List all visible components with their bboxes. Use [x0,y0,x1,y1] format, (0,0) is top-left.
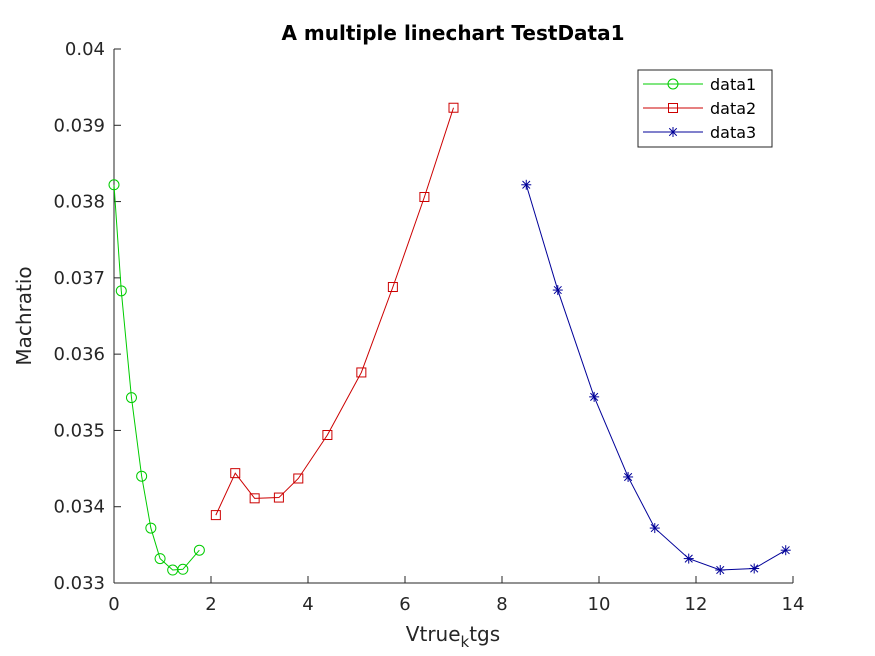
data-point-asterisk [749,563,760,574]
y-ticks: 0.033 0.034 0.035 0.036 0.037 0.038 0.039 0.04 [53,39,121,594]
legend-label: data3 [710,123,756,142]
chart-title: A multiple linechart TestData1 [281,21,624,45]
data-point-circle [145,522,157,534]
legend-item-data2: data2 [643,99,756,118]
data-point-asterisk [668,127,678,137]
y-axis-title: Machratio [12,266,36,365]
x-tick-label: 10 [588,594,611,615]
data-point-circle [108,179,120,191]
data-point-square [230,468,241,479]
series-line [215,107,454,516]
y-tick-label: 0.036 [53,344,105,365]
data-point-asterisk [552,285,563,296]
data-point-asterisk [715,565,726,576]
data-point-square [249,493,260,504]
x-tick-label: 4 [302,594,313,615]
x-axis-title: Vtruektgs [406,622,500,651]
y-tick-label: 0.034 [53,497,105,518]
data-point-asterisk [521,179,532,190]
legend: data1 data2 data3 [637,69,773,148]
data-point-square [419,191,430,202]
data-point-asterisk [780,545,791,556]
data-point-square [273,492,284,503]
data-point-circle [136,470,148,482]
data-point-circle [154,553,166,565]
series-data2 [210,102,459,521]
legend-label: data2 [710,99,756,118]
x-axis-title-subscript: k [461,633,470,651]
data-point-asterisk [589,391,600,402]
y-tick-label: 0.035 [53,420,105,441]
legend-item-data1: data1 [643,75,756,94]
data-point-circle [125,392,137,404]
x-tick-label: 0 [108,594,119,615]
y-tick-label: 0.039 [53,115,105,136]
legend-label: data1 [710,75,756,94]
data-point-square [322,430,333,441]
series-line [113,184,200,571]
y-tick-label: 0.038 [53,192,105,213]
y-tick-label: 0.033 [53,573,105,594]
data-point-square [356,367,367,378]
data-point-square [210,510,221,521]
x-tick-label: 12 [685,594,708,615]
data-point-square [293,473,304,484]
legend-item-data3: data3 [643,123,756,142]
data-point-circle [667,78,679,90]
x-axis-title-main: Vtrue [406,622,461,646]
data-point-square [448,102,459,113]
data-point-circle [193,544,205,556]
series-data1 [108,179,205,576]
x-ticks: 0 2 4 6 8 10 12 14 [108,576,804,615]
series-data3 [521,179,791,576]
data-point-asterisk [623,471,634,482]
data-point-circle [177,563,189,575]
x-tick-label: 6 [399,594,410,615]
y-tick-label: 0.037 [53,268,105,289]
x-tick-label: 2 [205,594,216,615]
data-point-circle [115,285,127,297]
plot-area [113,49,793,584]
data-point-asterisk [649,523,660,534]
y-tick-label: 0.04 [65,39,105,60]
data-point-square [387,282,398,293]
x-axis-title-suffix: tgs [469,622,500,646]
x-tick-label: 8 [496,594,507,615]
x-tick-label: 14 [782,594,805,615]
series-layer [108,102,791,576]
data-point-asterisk [683,553,694,564]
data-point-square [668,103,678,113]
